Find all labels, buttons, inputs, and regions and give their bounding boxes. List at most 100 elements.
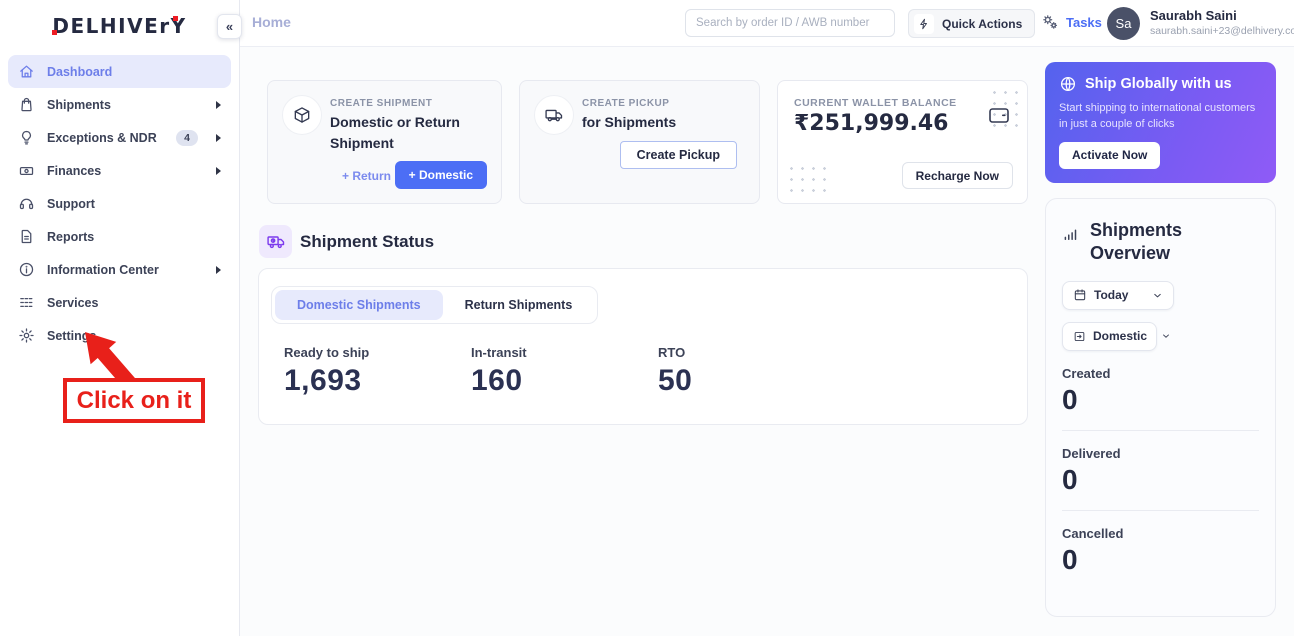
delhivery-logo: DELHIVErY [0,0,239,52]
sidebar-item-dashboard[interactable]: Dashboard [8,55,231,88]
search-input[interactable] [685,9,895,37]
sidebar-item-information-center[interactable]: Information Center [8,253,231,286]
create-pickup-button[interactable]: Create Pickup [619,141,737,169]
document-icon [18,228,35,245]
metric-value: 0 [1062,383,1078,415]
ship-globally-banner: Ship Globally with us Start shipping to … [1045,62,1276,183]
divider [1062,509,1259,511]
domestic-button[interactable]: + Domestic [394,161,487,189]
tab-domestic-shipments[interactable]: Domestic Shipments [275,290,443,320]
annotation-callout: Click on it [63,378,205,423]
sidebar-item-shipments[interactable]: Shipments [8,88,231,121]
sidebar-item-label: Reports [47,229,95,244]
wallet-card: CURRENT WALLET BALANCE ₹251,999.46 Recha… [777,80,1028,204]
list-rows-icon [18,294,35,311]
user-name: Saurabh Saini [1150,8,1237,23]
metric-cancelled: Cancelled 0 [1062,511,1259,590]
main-content: CREATE SHIPMENT Domestic or Return Shipm… [240,47,1054,636]
wallet-eyebrow: CURRENT WALLET BALANCE [794,97,957,109]
headset-icon [18,195,35,212]
stat-in-transit: In-transit 160 [471,345,527,398]
sidebar-item-reports[interactable]: Reports [8,220,231,253]
banknote-icon [18,162,35,179]
sidebar-item-exceptions-ndr[interactable]: Exceptions & NDR 4 [8,121,231,154]
stat-value: 160 [471,364,523,397]
sidebar-item-label: Shipments [47,97,111,112]
sidebar-item-label: Support [47,196,95,211]
stat-value: 50 [658,364,693,397]
date-filter-dropdown[interactable]: Today [1062,280,1174,310]
shipment-type-filter-dropdown[interactable]: Domestic [1062,321,1169,351]
divider [1062,429,1259,431]
tasks-link[interactable]: Tasks [1041,13,1102,31]
truck-icon [534,95,574,135]
return-button[interactable]: + Return [341,169,391,183]
calendar-icon [1073,288,1087,302]
wallet-balance: ₹251,999.46 [794,111,949,136]
sidebar-item-label: Finances [47,163,102,178]
sidebar-item-label: Services [47,295,99,310]
card-title: Domestic or Return Shipment [330,114,460,151]
quick-actions-button[interactable]: Quick Actions [908,9,1036,38]
stat-value: 1,693 [284,364,362,397]
wallet-icon [987,103,1011,127]
card-title: for Shipments [582,114,677,130]
dots-decoration [786,163,830,195]
activate-now-button[interactable]: Activate Now [1059,141,1161,169]
create-pickup-card: CREATE PICKUP for Shipments Create Picku… [519,80,760,204]
date-filter-value: Today [1094,288,1129,303]
banner-body: Start shipping to international customer… [1059,102,1256,130]
shipment-truck-icon [259,225,292,258]
lightning-icon [914,13,934,34]
overview-title: Shipments Overview [1090,220,1183,264]
metric-delivered: Delivered 0 [1062,431,1259,510]
metric-value: 0 [1062,463,1078,495]
info-icon [18,261,35,278]
shipment-status-title: Shipment Status [300,232,435,251]
avatar-initials: Sa [1115,16,1132,31]
bag-icon [18,96,35,113]
sidebar-item-services[interactable]: Services [8,286,231,319]
sidebar-collapse-button[interactable]: « [217,14,242,39]
stat-label: In-transit [471,345,527,360]
breadcrumb: Home [252,14,291,30]
chevron-right-icon [216,100,221,109]
chevron-right-icon [216,166,221,175]
sidebar-nav: Dashboard Shipments Exceptions & NDR 4 F… [0,52,239,355]
metric-label: Delivered [1062,445,1121,461]
sidebar: DELHIVErY Dashboard Shipments Exceptions… [0,0,240,636]
quick-actions-label: Quick Actions [942,16,1023,31]
sidebar-item-settings[interactable]: Settings [8,319,231,352]
sidebar-item-label: Information Center [47,262,159,277]
sidebar-item-label: Dashboard [47,64,113,79]
card-eyebrow: CREATE PICKUP [582,98,670,109]
chevron-right-icon [216,265,221,274]
home-icon [18,63,35,80]
shipment-status-card: Domestic Shipments Return Shipments Read… [258,268,1028,425]
sidebar-item-label: Settings [47,328,97,343]
stat-label: Ready to ship [284,345,370,360]
banner-title: Ship Globally with us [1085,76,1232,92]
recharge-now-button[interactable]: Recharge Now [901,162,1013,189]
collapse-icon: « [225,19,234,34]
ndr-count-badge: 4 [176,129,198,146]
metric-label: Created [1062,365,1111,381]
chevron-down-icon [1152,290,1163,301]
sidebar-item-finances[interactable]: Finances [8,154,231,187]
stat-label: RTO [658,345,686,360]
domestic-filter-icon [1073,330,1086,343]
avatar[interactable]: Sa [1107,7,1140,40]
metric-created: Created 0 [1062,351,1259,430]
shipments-overview-panel: Shipments Overview Today Domestic Create… [1045,198,1276,617]
sidebar-item-support[interactable]: Support [8,187,231,220]
sidebar-item-label: Exceptions & NDR [47,130,157,145]
delhivery-logo-text: DELHIVErY [52,14,187,38]
bar-chart-icon [1062,225,1080,266]
box-icon [282,95,322,135]
gears-icon [1041,13,1059,31]
tab-return-shipments[interactable]: Return Shipments [464,298,573,312]
annotation-label: Click on it [76,386,192,414]
stat-rto: RTO 50 [658,345,692,398]
metric-label: Cancelled [1062,525,1124,541]
metric-value: 0 [1062,543,1078,575]
